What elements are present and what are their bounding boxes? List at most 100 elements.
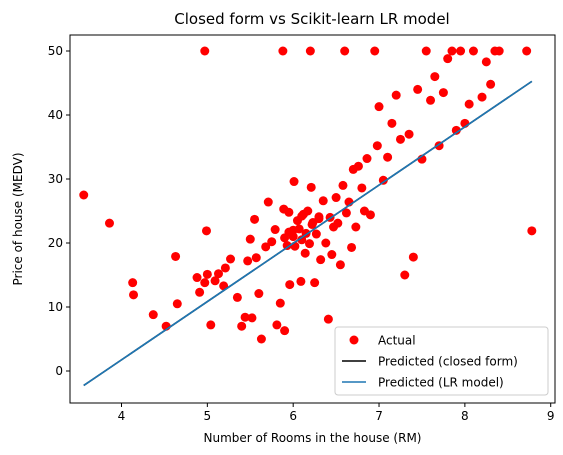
data-point (289, 177, 299, 187)
data-point (243, 256, 253, 266)
data-point (214, 269, 224, 279)
y-tick-label: 40 (48, 108, 63, 122)
data-point (338, 180, 348, 190)
data-point (400, 270, 410, 280)
x-tick-label: 4 (118, 409, 126, 423)
data-point (438, 88, 448, 98)
data-point (430, 72, 440, 82)
data-point (451, 125, 461, 135)
legend: Actual Predicted (closed form) Predicted (… (334, 326, 549, 396)
data-point (395, 134, 405, 144)
data-point (280, 326, 290, 336)
y-tick-label: 30 (48, 172, 63, 186)
data-point (297, 235, 307, 245)
data-point (247, 313, 257, 323)
data-point (129, 290, 139, 300)
plot-area: 4 5 6 7 8 9 0 10 20 30 40 50 (48, 34, 556, 423)
x-tick-label: 5 (204, 409, 212, 423)
regression-lines-layer (83, 80, 533, 387)
data-point (362, 154, 372, 164)
data-point (278, 46, 288, 56)
data-point (232, 292, 242, 302)
data-point (351, 222, 361, 232)
data-point (421, 46, 431, 56)
data-point (250, 214, 260, 224)
data-point (314, 214, 324, 224)
legend-marker (349, 335, 359, 345)
data-point (270, 225, 280, 235)
data-point (391, 90, 401, 100)
data-point (443, 54, 453, 64)
data-point (306, 182, 316, 192)
data-point (333, 218, 343, 228)
data-point (285, 280, 295, 290)
data-point (206, 320, 216, 330)
data-point (318, 196, 328, 206)
data-point (456, 46, 466, 56)
x-tick-label: 9 (547, 409, 555, 423)
data-point (331, 193, 341, 203)
x-tick-label: 8 (461, 409, 469, 423)
data-point (261, 242, 271, 252)
data-point (468, 46, 478, 56)
data-point (272, 320, 282, 330)
data-point (300, 248, 310, 258)
data-point (307, 219, 317, 229)
data-point (263, 197, 273, 207)
data-point (408, 252, 418, 262)
data-point (226, 254, 236, 264)
data-point (128, 278, 138, 288)
scatter-points-layer (79, 46, 537, 344)
data-point (486, 79, 496, 89)
data-point (311, 229, 321, 239)
y-tick-label: 0 (55, 364, 63, 378)
data-point (267, 237, 277, 247)
data-point (374, 102, 384, 112)
data-point (282, 241, 292, 251)
data-point (245, 234, 255, 244)
data-point (404, 129, 414, 139)
data-point (303, 206, 313, 216)
data-point (202, 269, 212, 279)
legend-frame (334, 326, 549, 396)
data-point (347, 242, 357, 252)
y-axis-ticks: 0 10 20 30 40 50 (48, 44, 70, 378)
data-point (464, 99, 474, 109)
data-point (316, 255, 326, 265)
data-point (284, 207, 294, 217)
data-point (387, 118, 397, 128)
y-tick-label: 20 (48, 236, 63, 250)
data-point (447, 46, 457, 56)
data-point (481, 57, 491, 67)
data-point (201, 226, 211, 236)
data-point (340, 46, 350, 56)
data-point (254, 289, 264, 299)
data-point (237, 321, 247, 331)
data-point (79, 190, 89, 200)
data-point (477, 92, 487, 102)
data-point (195, 287, 205, 297)
legend-label: Predicted (LR model) (378, 376, 504, 390)
x-axis-label: Number of Rooms in the house (RM) (204, 431, 422, 445)
data-point (192, 273, 202, 283)
data-point (365, 210, 375, 220)
legend-label: Predicted (closed form) (378, 355, 518, 369)
data-point (321, 238, 331, 248)
data-point (296, 276, 306, 286)
data-point (172, 299, 182, 309)
y-tick-label: 50 (48, 44, 63, 58)
data-point (327, 250, 337, 260)
data-point (200, 46, 210, 56)
data-point (323, 314, 333, 324)
legend-label: Actual (378, 334, 416, 348)
data-point (240, 312, 250, 322)
x-tick-label: 6 (289, 409, 297, 423)
x-axis-ticks: 4 5 6 7 8 9 (118, 403, 555, 423)
lr-model-line (83, 80, 533, 387)
data-point (256, 334, 266, 344)
data-point (357, 183, 367, 193)
data-point (378, 175, 388, 185)
data-point (251, 253, 261, 263)
data-point (210, 276, 220, 286)
